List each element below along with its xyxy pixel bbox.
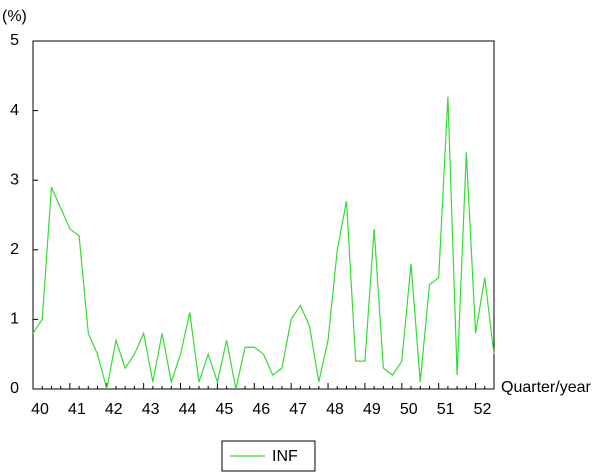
y-tick-label: 1	[10, 311, 19, 328]
x-tick-label: 42	[105, 401, 123, 418]
x-tick-label: 46	[252, 401, 270, 418]
x-tick-label: 51	[437, 401, 455, 418]
y-tick-label: 0	[10, 380, 19, 397]
x-tick-label: 43	[142, 401, 160, 418]
x-tick-label: 47	[289, 401, 307, 418]
legend-label: INF	[272, 448, 298, 465]
y-tick-label: 3	[10, 171, 19, 188]
y-tick-label: 4	[10, 102, 19, 119]
x-tick-label: 48	[326, 401, 344, 418]
y-tick-label: 5	[10, 32, 19, 49]
x-tick-label: 50	[400, 401, 418, 418]
y-tick-label: 2	[10, 241, 19, 258]
x-tick-label: 44	[179, 401, 197, 418]
y-axis-label: (%)	[2, 8, 27, 25]
x-tick-label: 45	[216, 401, 234, 418]
x-tick-label: 40	[31, 401, 49, 418]
x-tick-label: 41	[68, 401, 86, 418]
series-line	[32, 96, 495, 390]
x-tick-label: 49	[363, 401, 381, 418]
x-tick-label: 52	[474, 401, 492, 418]
x-axis-label: Quarter/year	[501, 379, 591, 396]
